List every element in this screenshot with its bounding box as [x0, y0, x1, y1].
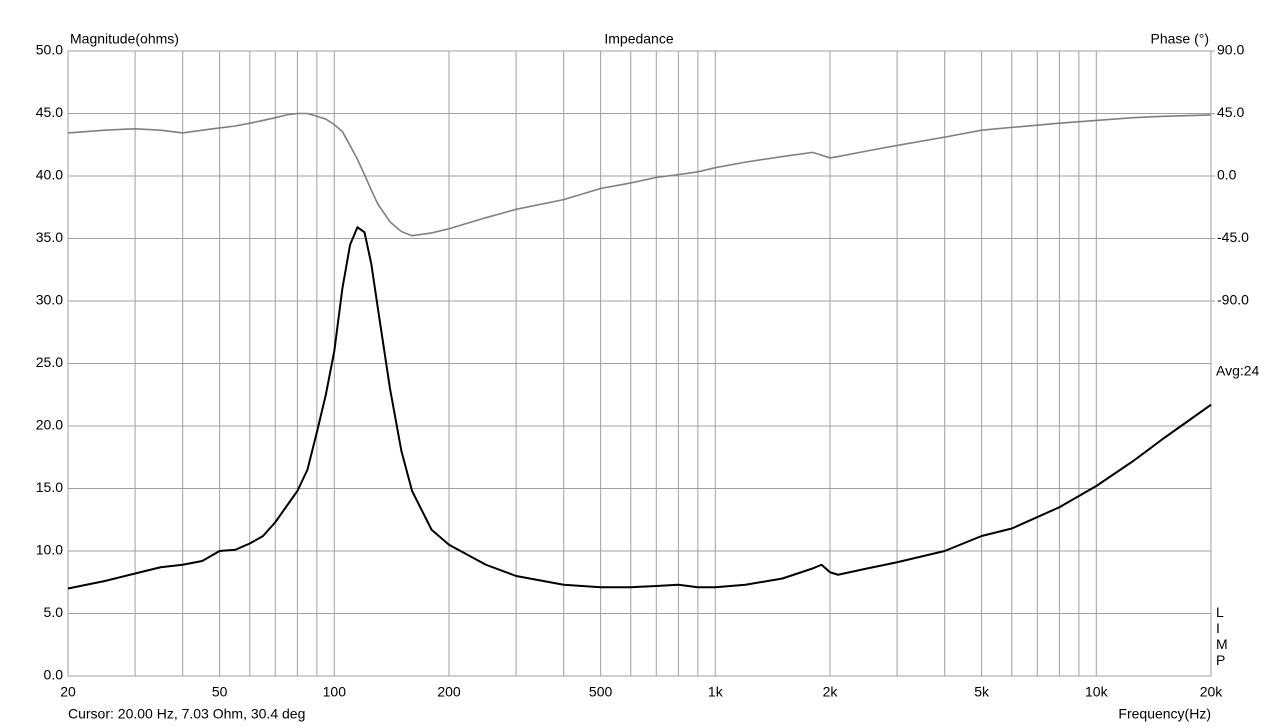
y-tick-label: 50.0: [36, 42, 63, 58]
x-tick-label: 20: [60, 684, 76, 700]
x-tick-label: 100: [323, 684, 347, 700]
grid: [67, 50, 1212, 677]
phase-line: [67, 112, 1212, 237]
y-tick-label: 15.0: [36, 479, 63, 495]
y-tick-label: 30.0: [36, 292, 63, 308]
x-tick-label: 10k: [1085, 684, 1109, 700]
y2-tick-label: -45.0: [1217, 229, 1249, 245]
x-tick-label: 500: [589, 684, 613, 700]
y-tick-label: 20.0: [36, 417, 63, 433]
x-tick-label: 2k: [823, 684, 839, 700]
x-axis-label: Frequency(Hz): [1118, 706, 1211, 722]
y-tick-label: 5.0: [44, 604, 64, 620]
x-tick-label: 5k: [974, 684, 990, 700]
y2-tick-label: 0.0: [1217, 167, 1237, 183]
y-tick-label: 25.0: [36, 354, 63, 370]
y2-tick-label: -90.0: [1217, 292, 1249, 308]
cursor-readout: Cursor: 20.00 Hz, 7.03 Ohm, 30.4 deg: [68, 706, 305, 722]
y-tick-label: 10.0: [36, 542, 63, 558]
x-tick-label: 200: [437, 684, 461, 700]
y-tick-label: 45.0: [36, 104, 63, 120]
y-axis-label: Magnitude(ohms): [70, 31, 179, 47]
side-label: LIMP: [1216, 604, 1228, 668]
y-tick-label: 40.0: [36, 167, 63, 183]
x-tick-label: 20k: [1200, 684, 1224, 700]
y2-tick-label: 90.0: [1217, 42, 1244, 58]
y-tick-label: 0.0: [44, 667, 64, 683]
chart-title: Impedance: [604, 31, 673, 47]
average-label: Avg:24: [1216, 363, 1260, 379]
x-tick-label: 1k: [708, 684, 724, 700]
y-tick-label: 35.0: [36, 229, 63, 245]
y2-axis-label: Phase (°): [1150, 31, 1209, 47]
y2-tick-label: 45.0: [1217, 104, 1244, 120]
x-tick-label: 50: [212, 684, 228, 700]
magnitude-line: [67, 226, 1212, 590]
